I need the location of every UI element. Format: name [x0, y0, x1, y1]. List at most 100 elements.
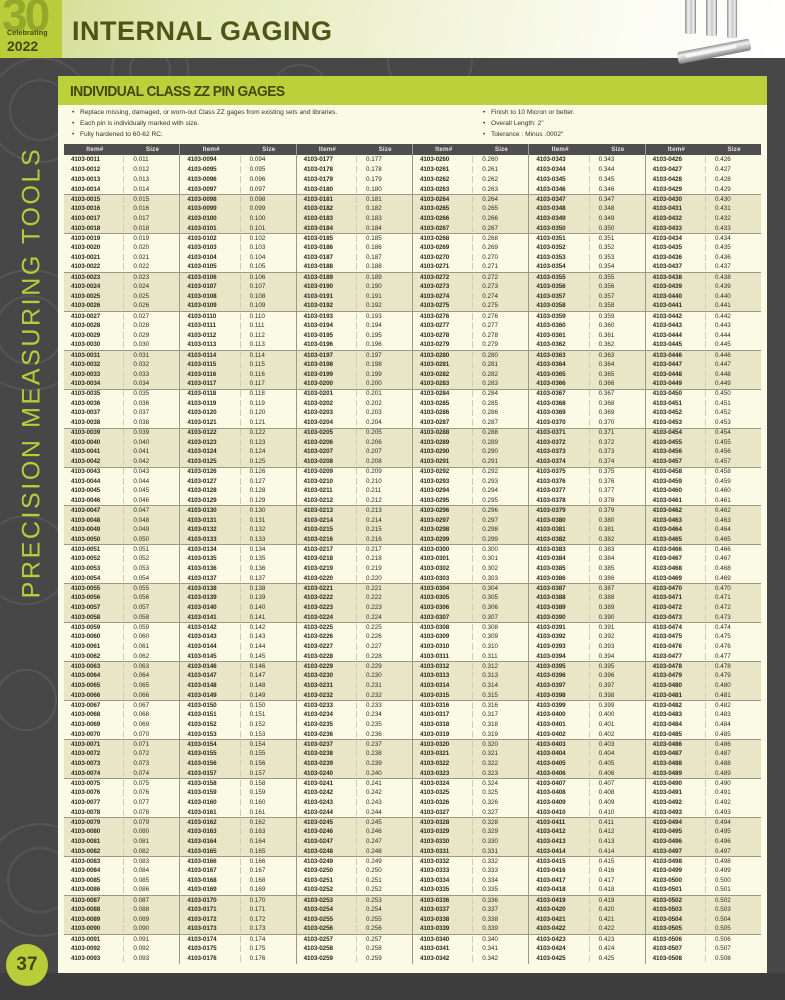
- table-row: 4103-0019 0.019: [64, 232, 180, 243]
- cell-size: 0.396: [588, 672, 645, 680]
- cell-size: 0.107: [239, 282, 296, 290]
- cell-item-number: 4103-0461: [652, 497, 682, 505]
- cell-item-number: 4103-0493: [652, 808, 682, 816]
- table-row: 4103-0116 0.116: [180, 369, 296, 379]
- cell-item-number: 4103-0494: [652, 818, 682, 826]
- cell-size: 0.141: [239, 613, 296, 621]
- cell-size: 0.421: [588, 915, 645, 923]
- cell-size: 0.355: [588, 273, 645, 281]
- cell-size: 0.404: [588, 750, 645, 758]
- cell-size: 0.040: [123, 438, 179, 446]
- header-item-number: Item#: [86, 146, 104, 153]
- cell-item-number: 4103-0290: [419, 448, 450, 456]
- table-row: 4103-0259 0.259: [297, 953, 412, 963]
- cell-size: 0.085: [123, 876, 179, 884]
- table-row: 4103-0220 0.220: [297, 574, 412, 584]
- table-row: 4103-0209 0.209: [296, 466, 412, 477]
- table-row: 4103-0083 0.083: [64, 855, 180, 866]
- cell-size: 0.288: [472, 429, 528, 437]
- table-row: 4103-0070 0.070: [64, 729, 179, 739]
- cell-size: 0.042: [123, 458, 179, 466]
- cell-item-number: 4103-0454: [652, 429, 682, 437]
- cell-item-number: 4103-0325: [419, 789, 450, 797]
- cell-item-number: 4103-0180: [303, 185, 333, 193]
- cell-size: 0.289: [472, 438, 528, 446]
- cell-item-number: 4103-0073: [71, 759, 101, 767]
- cell-size: 0.029: [123, 331, 179, 339]
- cell-size: 0.224: [355, 613, 412, 621]
- cell-item-number: 4103-0118: [187, 390, 217, 398]
- cell-size: 0.175: [239, 944, 296, 952]
- table-row: 4103-0184 0.184: [296, 223, 412, 233]
- table-row: 4103-0496 0.496: [645, 836, 761, 847]
- cell-size: 0.414: [588, 847, 645, 855]
- table-row: 4103-0327 0.327: [413, 807, 528, 817]
- table-row: 4103-0036 0.036: [64, 398, 179, 408]
- table-row: 4103-0014 0.014: [64, 184, 179, 194]
- cell-size: 0.145: [239, 652, 296, 660]
- cell-item-number: 4103-0103: [187, 243, 217, 251]
- cell-item-number: 4103-0253: [303, 896, 333, 904]
- cell-size: 0.162: [239, 818, 296, 826]
- cell-item-number: 4103-0286: [419, 409, 450, 417]
- cell-item-number: 4103-0175: [187, 944, 217, 952]
- cell-size: 0.204: [355, 419, 412, 427]
- cell-item-number: 4103-0356: [536, 282, 566, 290]
- cell-size: 0.013: [123, 175, 179, 183]
- table-row: 4103-0465 0.465: [645, 534, 761, 545]
- cell-size: 0.281: [472, 360, 528, 368]
- cell-item-number: 4103-0065: [71, 682, 101, 690]
- table-row: 4103-0377 0.377: [529, 486, 644, 496]
- cell-size: 0.105: [239, 263, 296, 271]
- table-row: 4103-0089 0.089: [64, 914, 180, 925]
- cell-size: 0.059: [123, 624, 179, 632]
- cell-size: 0.021: [123, 253, 179, 261]
- cell-item-number: 4103-0090: [71, 925, 101, 933]
- table-row: 4103-0382 0.382: [529, 534, 645, 545]
- table-row: 4103-0505 0.505: [645, 924, 761, 934]
- cell-size: 0.102: [239, 234, 296, 242]
- cell-item-number: 4103-0177: [303, 156, 333, 164]
- cell-size: 0.340: [472, 935, 528, 943]
- cell-item-number: 4103-0282: [419, 370, 450, 378]
- table-row: 4103-0338 0.338: [412, 914, 529, 925]
- cell-item-number: 4103-0214: [303, 516, 333, 524]
- feature-item: Tolerance : Minus .0002": [483, 129, 575, 140]
- cell-size: 0.407: [588, 779, 645, 787]
- cell-size: 0.381: [588, 526, 645, 534]
- table-row: 4103-0456 0.456: [645, 447, 761, 457]
- table-row: 4103-0492 0.492: [646, 797, 761, 807]
- cell-size: 0.361: [588, 331, 645, 339]
- cell-item-number: 4103-0372: [536, 438, 566, 446]
- table-row: 4103-0114 0.114: [180, 349, 296, 360]
- cell-size: 0.242: [355, 789, 412, 797]
- cell-size: 0.027: [123, 312, 179, 320]
- table-row: 4103-0190 0.190: [296, 281, 412, 292]
- cell-size: 0.269: [472, 243, 528, 251]
- table-row: 4103-0145 0.145: [180, 651, 295, 661]
- table-row: 4103-0112 0.112: [180, 330, 295, 340]
- cell-size: 0.018: [123, 224, 179, 232]
- cell-item-number: 4103-0319: [419, 730, 450, 738]
- cell-item-number: 4103-0045: [71, 487, 101, 495]
- cell-size: 0.271: [472, 263, 528, 271]
- cell-item-number: 4103-0209: [303, 468, 333, 476]
- table-row: 4103-0149 0.149: [180, 690, 296, 701]
- table-row: 4103-0367 0.367: [529, 388, 645, 399]
- cell-item-number: 4103-0446: [652, 351, 682, 359]
- table-row: 4103-0429 0.429: [646, 184, 761, 194]
- cell-item-number: 4103-0215: [303, 526, 333, 534]
- cell-item-number: 4103-0040: [71, 438, 101, 446]
- table-row: 4103-0093 0.093: [64, 953, 179, 963]
- table-row: 4103-0212 0.212: [297, 496, 412, 506]
- cell-size: 0.496: [704, 837, 761, 845]
- table-row: 4103-0059 0.059: [64, 622, 180, 632]
- cell-item-number: 4103-0278: [419, 331, 450, 339]
- cell-item-number: 4103-0047: [71, 507, 101, 515]
- cell-item-number: 4103-0178: [303, 166, 333, 174]
- table-row: 4103-0383 0.383: [529, 544, 645, 554]
- cell-item-number: 4103-0442: [652, 312, 682, 320]
- cell-item-number: 4103-0182: [303, 205, 333, 213]
- cell-item-number: 4103-0063: [71, 663, 101, 671]
- table-row: 4103-0208 0.208: [296, 456, 412, 467]
